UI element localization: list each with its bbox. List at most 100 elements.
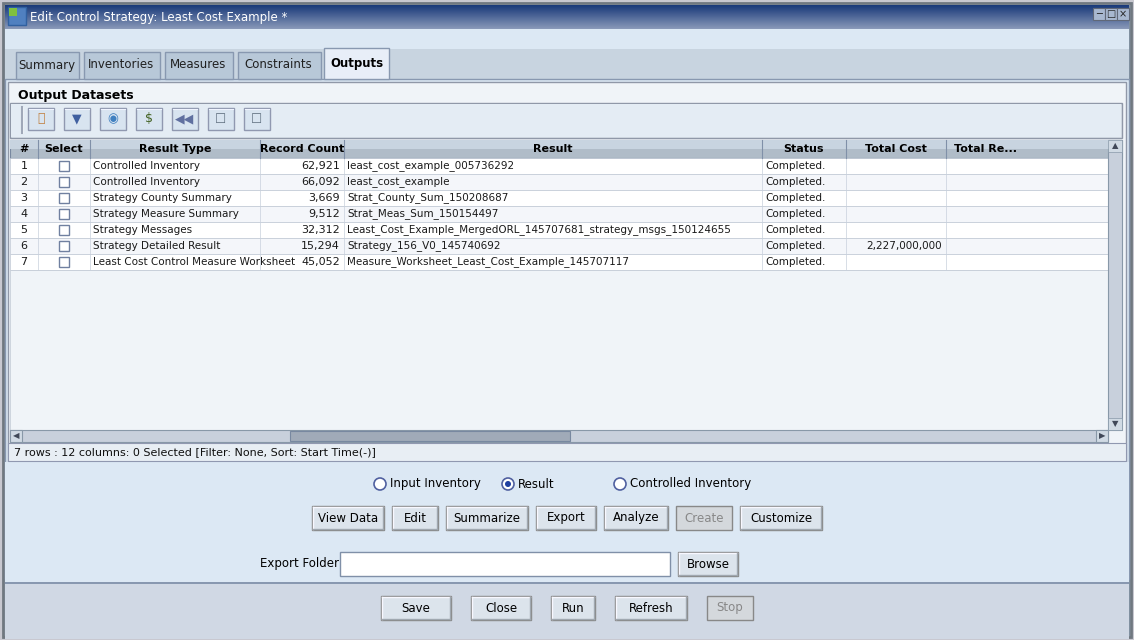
Bar — [5, 5, 1129, 6]
Bar — [340, 552, 670, 576]
Bar — [59, 193, 69, 203]
Text: Edit Control Strategy: Least Cost Example *: Edit Control Strategy: Least Cost Exampl… — [29, 10, 287, 24]
Text: 4: 4 — [20, 209, 27, 219]
Bar — [59, 241, 69, 251]
Bar — [28, 108, 54, 130]
Text: 7 rows : 12 columns: 0 Selected [Filter: None, Sort: Start Time(-)]: 7 rows : 12 columns: 0 Selected [Filter:… — [14, 447, 375, 457]
Bar — [10, 270, 1122, 430]
Bar — [8, 82, 1126, 576]
Circle shape — [613, 478, 626, 490]
Text: Browse: Browse — [686, 557, 729, 570]
Bar — [208, 108, 234, 130]
Bar — [5, 28, 1129, 29]
Bar — [10, 103, 1122, 138]
Text: View Data: View Data — [318, 511, 378, 525]
Text: 2: 2 — [20, 177, 27, 187]
Text: Controlled Inventory: Controlled Inventory — [93, 161, 200, 171]
Bar — [5, 15, 1129, 16]
Text: 3,669: 3,669 — [308, 193, 340, 203]
Text: Total Cost: Total Cost — [865, 144, 926, 154]
Bar — [1108, 140, 1122, 430]
Bar — [244, 108, 270, 130]
Text: Edit: Edit — [404, 511, 426, 525]
Bar — [5, 9, 1129, 10]
Bar — [9, 8, 17, 16]
Bar — [5, 19, 1129, 20]
Text: 5: 5 — [20, 225, 27, 235]
Bar — [166, 52, 232, 79]
Text: Completed.: Completed. — [765, 257, 826, 267]
Bar — [64, 108, 90, 130]
Text: Result: Result — [518, 477, 555, 490]
Text: Summary: Summary — [18, 58, 75, 72]
Text: Strat_Meas_Sum_150154497: Strat_Meas_Sum_150154497 — [347, 209, 498, 220]
Text: Stop: Stop — [717, 602, 744, 614]
Bar — [5, 584, 1129, 639]
Text: Completed.: Completed. — [765, 177, 826, 187]
Bar — [5, 8, 1129, 9]
Text: ☐: ☐ — [252, 113, 263, 125]
Text: Completed.: Completed. — [765, 161, 826, 171]
Text: Total Re...: Total Re... — [954, 144, 1016, 154]
Text: Completed.: Completed. — [765, 225, 826, 235]
Text: Strategy Detailed Result: Strategy Detailed Result — [93, 241, 220, 251]
Bar — [5, 12, 1129, 13]
Text: Measure_Worksheet_Least_Cost_Example_145707117: Measure_Worksheet_Least_Cost_Example_145… — [347, 257, 629, 268]
Text: Customize: Customize — [750, 511, 812, 525]
Text: Completed.: Completed. — [765, 241, 826, 251]
Text: Run: Run — [561, 602, 584, 614]
Bar — [5, 11, 1129, 12]
Text: Result Type: Result Type — [138, 144, 211, 154]
Bar — [471, 596, 531, 620]
Bar — [5, 79, 1129, 579]
Text: Constraints: Constraints — [245, 58, 312, 72]
Text: ▲: ▲ — [1111, 141, 1118, 150]
Text: 6: 6 — [20, 241, 27, 251]
Bar — [10, 238, 1122, 254]
Bar — [238, 52, 321, 79]
Bar — [5, 10, 1129, 11]
Bar — [59, 209, 69, 219]
Bar — [5, 49, 1129, 79]
Bar — [10, 140, 1122, 158]
Text: Refresh: Refresh — [628, 602, 674, 614]
Bar — [536, 506, 596, 530]
Text: least_cost_example_005736292: least_cost_example_005736292 — [347, 161, 514, 172]
Text: #: # — [19, 144, 28, 154]
Bar — [5, 27, 1129, 28]
Text: Summarize: Summarize — [454, 511, 521, 525]
Bar — [8, 7, 26, 25]
Bar — [5, 21, 1129, 22]
Text: $: $ — [145, 113, 153, 125]
Bar — [5, 13, 1129, 14]
Text: Input Inventory: Input Inventory — [390, 477, 481, 490]
Bar — [8, 443, 1126, 461]
Bar — [59, 257, 69, 267]
Bar — [84, 52, 160, 79]
Text: ◀◀: ◀◀ — [176, 113, 195, 125]
Text: 66,092: 66,092 — [302, 177, 340, 187]
Bar — [551, 596, 595, 620]
Text: Strat_County_Sum_150208687: Strat_County_Sum_150208687 — [347, 193, 508, 204]
Text: Save: Save — [401, 602, 431, 614]
Text: Status: Status — [784, 144, 824, 154]
Text: Record Count: Record Count — [260, 144, 344, 154]
Text: Result: Result — [533, 144, 573, 154]
Bar — [446, 506, 528, 530]
Bar — [5, 29, 1129, 49]
Bar — [5, 18, 1129, 19]
Bar — [676, 506, 733, 530]
Text: 45,052: 45,052 — [302, 257, 340, 267]
Text: 2,227,000,000: 2,227,000,000 — [866, 241, 942, 251]
Text: Strategy_156_V0_145740692: Strategy_156_V0_145740692 — [347, 241, 500, 252]
Text: Strategy County Summary: Strategy County Summary — [93, 193, 231, 203]
Text: ×: × — [1119, 9, 1127, 19]
Bar — [615, 596, 687, 620]
Bar — [11, 104, 1122, 137]
Bar — [5, 26, 1129, 27]
Bar — [5, 14, 1129, 15]
Text: Strategy Messages: Strategy Messages — [93, 225, 192, 235]
Bar — [59, 225, 69, 235]
Text: 7: 7 — [20, 257, 27, 267]
Text: 9,512: 9,512 — [308, 209, 340, 219]
